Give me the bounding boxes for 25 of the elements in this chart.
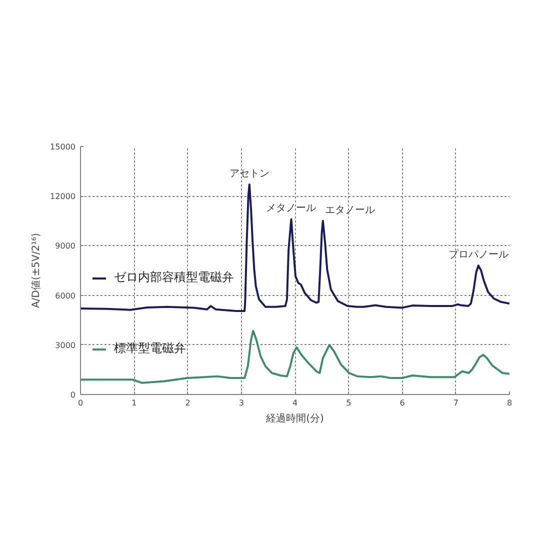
x-tick-label: 4 bbox=[292, 398, 298, 408]
annotation: エタノール bbox=[324, 204, 375, 216]
legend-label: ゼロ内部容積型電磁弁 bbox=[114, 269, 234, 286]
x-tick-label: 0 bbox=[78, 398, 84, 408]
y-axis-title: A/D値(±5V/2¹⁶) bbox=[30, 232, 42, 308]
line-series bbox=[80, 330, 510, 384]
y-tick-label: 12000 bbox=[50, 192, 76, 202]
y-tick-label: 0 bbox=[70, 390, 76, 400]
line-series bbox=[80, 184, 510, 312]
annotation: アセトン bbox=[229, 168, 270, 180]
y-tick-label: 9000 bbox=[55, 242, 76, 251]
y-tick-label: 6000 bbox=[55, 291, 76, 300]
y-tick-label: 3000 bbox=[55, 340, 76, 350]
x-tick-label: 1 bbox=[132, 398, 137, 408]
legend-label: 標準型電磁弁 bbox=[114, 340, 186, 358]
x-tick-label: 6 bbox=[400, 398, 405, 408]
x-tick-label: 2 bbox=[185, 398, 190, 408]
y-tick-label: 15000 bbox=[50, 142, 76, 152]
annotation: プロパノール bbox=[448, 248, 508, 261]
annotation: メタノール bbox=[266, 203, 316, 214]
x-tick-label: 5 bbox=[346, 398, 352, 408]
x-axis-title: 経過時間(分) bbox=[265, 412, 324, 424]
x-tick-label: 8 bbox=[506, 398, 512, 408]
x-tick-label: 7 bbox=[453, 398, 458, 408]
x-tick-label: 3 bbox=[238, 398, 244, 408]
